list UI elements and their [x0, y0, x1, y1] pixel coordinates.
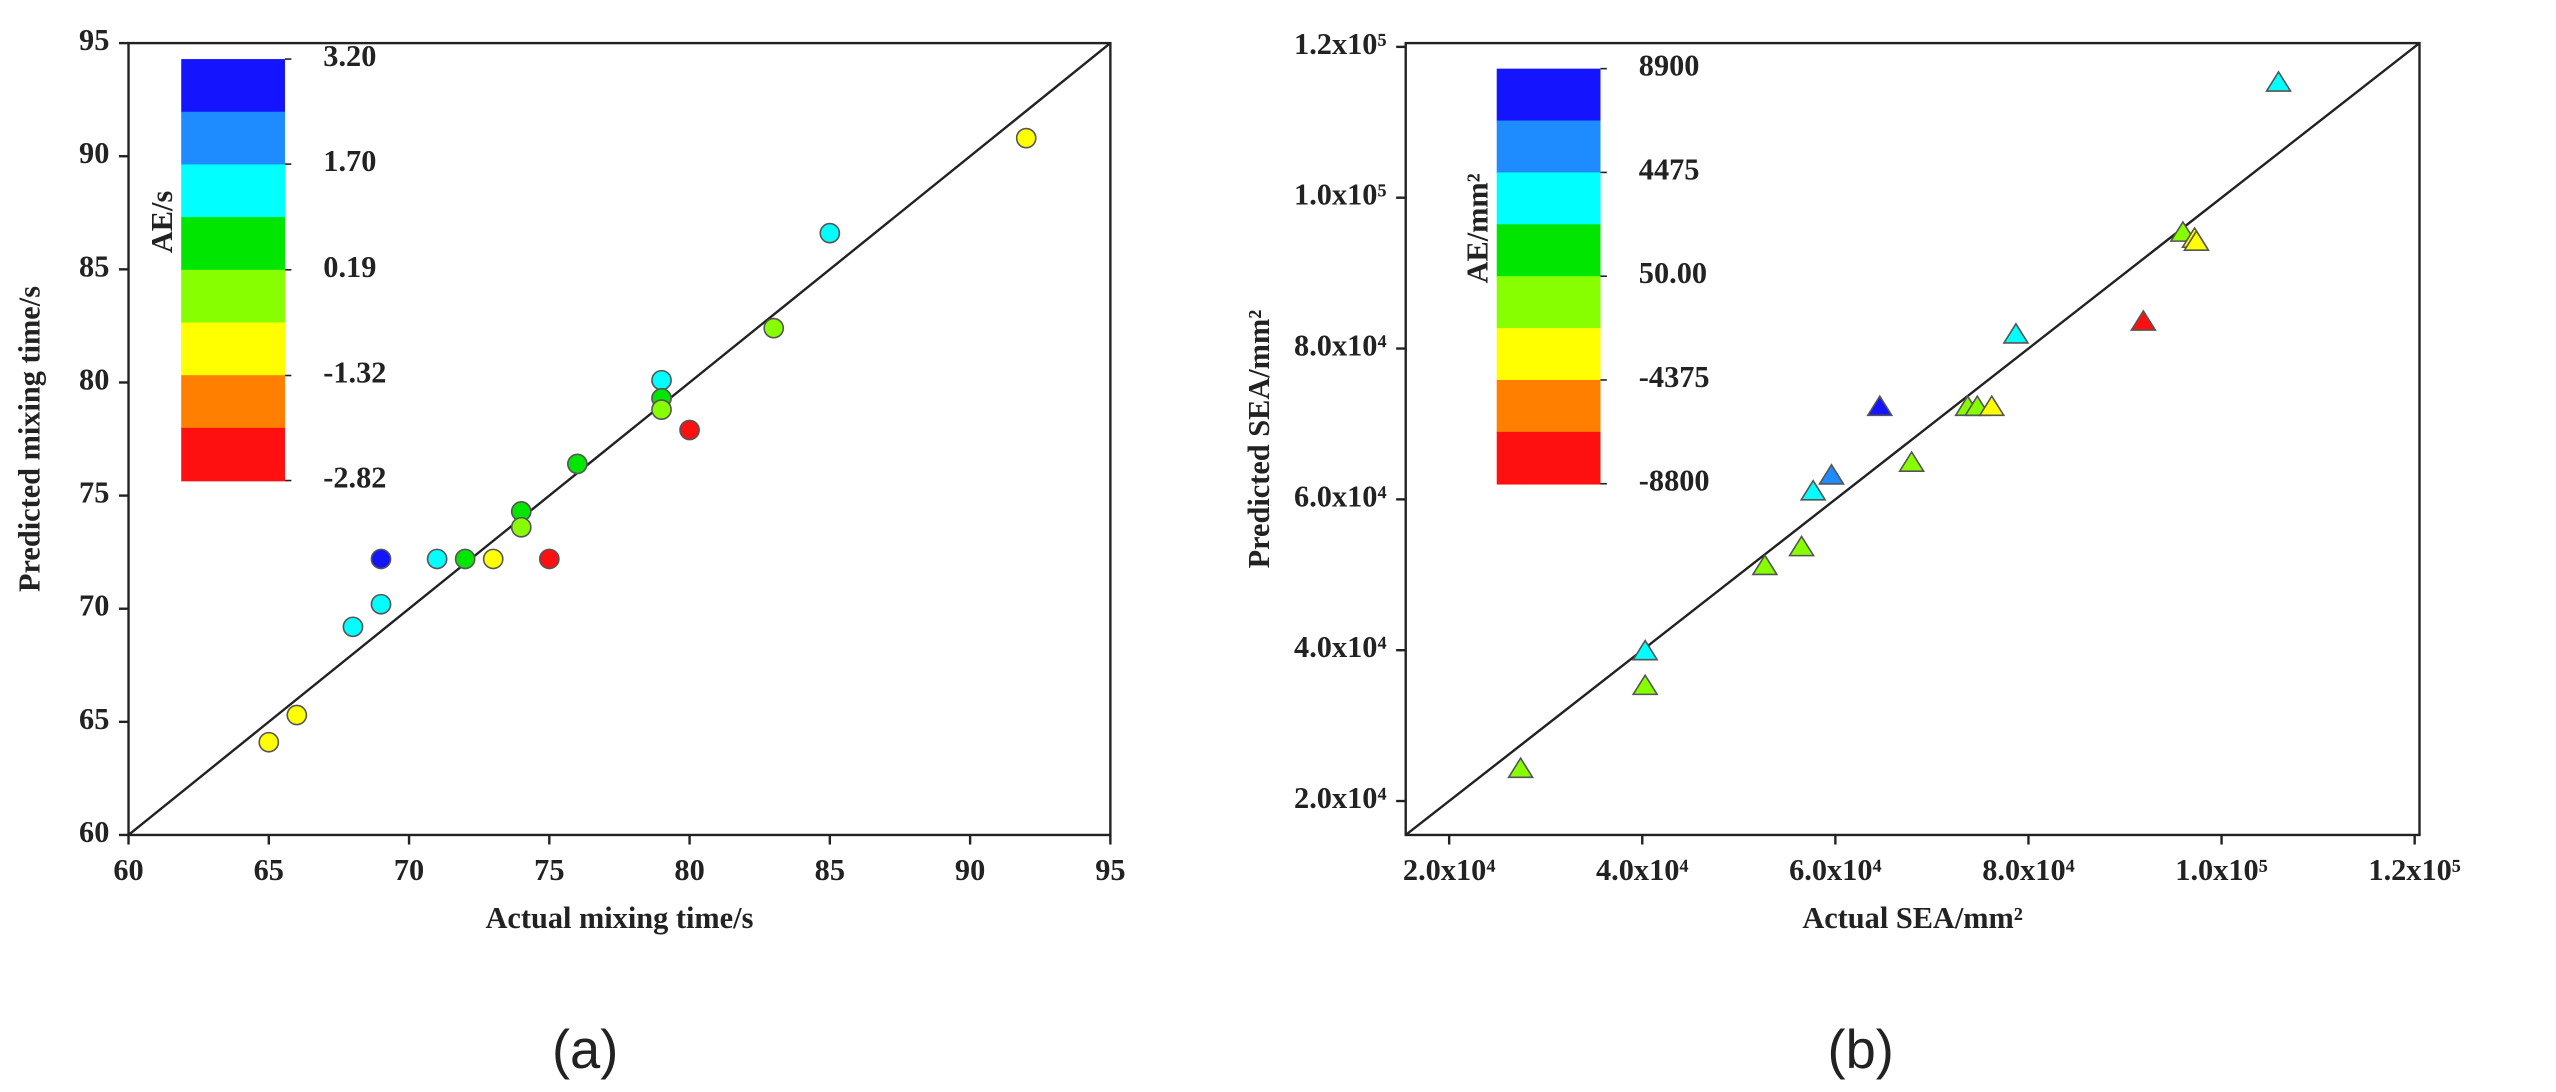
point: [566, 453, 588, 475]
x-tick-label: 6.0x10⁴: [1789, 853, 1882, 887]
caption: (b): [1828, 1019, 1894, 1080]
point: [1751, 553, 1779, 576]
y-tick-label: 1.2x10⁵: [1294, 27, 1387, 61]
x-axis-label: Actual SEA/mm²: [1802, 901, 2023, 935]
x-tick-label: 95: [1095, 853, 1125, 887]
colorbar-band: [1496, 224, 1601, 277]
colorbar-tick-label: -2.82: [323, 460, 386, 494]
point: [454, 548, 476, 570]
colorbar-tick-label: 0.19: [323, 250, 376, 284]
identity-line: [127, 42, 1112, 836]
x-tick-label: 65: [254, 853, 284, 887]
colorbar-tick-label: -1.32: [323, 355, 386, 389]
colorbar-band: [181, 217, 285, 271]
y-tick-label: 6.0x10⁴: [1294, 479, 1387, 513]
y-tick-label: 85: [79, 249, 109, 283]
colorbar-band: [181, 111, 285, 166]
colorbar-tick-label: 50.00: [1639, 256, 1707, 290]
colorbar-label: AE/s: [145, 191, 179, 254]
y-tick-label: 4.0x10⁴: [1294, 630, 1387, 664]
x-tick-label: 1.0x10⁵: [2175, 853, 2268, 887]
colorbar-band: [1496, 431, 1601, 485]
y-tick-label: 2.0x10⁴: [1294, 781, 1387, 815]
colorbar-label: AE/mm²: [1461, 173, 1495, 283]
x-tick-label: 1.2x10⁵: [2368, 853, 2461, 887]
point: [342, 616, 364, 638]
colorbar-tick-label: 4475: [1639, 152, 1700, 186]
colorbar-tick-label: 3.20: [323, 39, 376, 73]
point: [1788, 534, 1815, 557]
y-tick-label: 70: [79, 589, 109, 623]
point: [1866, 394, 1894, 417]
y-tick-label: 1.0x10⁵: [1294, 178, 1387, 212]
point: [2265, 70, 2292, 92]
y-tick-label: 95: [79, 23, 109, 57]
x-tick-label: 85: [815, 853, 845, 887]
colorbar-band: [181, 164, 285, 218]
plot-frame: [127, 41, 1112, 837]
point: [819, 222, 841, 244]
y-tick-label: 60: [79, 815, 109, 849]
point: [426, 548, 448, 570]
point: [1631, 639, 1659, 661]
point: [2129, 309, 2157, 331]
point: [763, 317, 785, 339]
y-tick-label: 65: [79, 702, 109, 736]
point: [1978, 394, 2006, 417]
point: [258, 731, 280, 753]
x-tick-label: 2.0x10⁴: [1403, 853, 1496, 887]
point: [1818, 463, 1845, 485]
point: [1631, 673, 1659, 696]
colorbar-band: [1496, 276, 1601, 329]
colorbar-tick-label: 1.70: [323, 144, 376, 178]
point: [482, 548, 504, 570]
colorbar-band: [1496, 68, 1601, 122]
caption: (a): [552, 1019, 618, 1080]
y-axis-label: Predicted SEA/mm²: [1242, 310, 1276, 569]
plot-frame: [1404, 41, 2421, 837]
colorbar-tick-label: -8800: [1639, 464, 1710, 498]
point: [510, 516, 532, 538]
identity-line: [1404, 42, 2421, 836]
colorbar-tick-label: -4375: [1639, 360, 1710, 394]
point: [286, 704, 308, 726]
point: [651, 399, 672, 421]
point: [1507, 756, 1535, 779]
x-tick-label: 70: [394, 853, 424, 887]
colorbar-band: [181, 269, 285, 324]
point: [1015, 127, 1037, 149]
colorbar-band: [181, 59, 285, 113]
x-tick-label: 80: [674, 853, 704, 887]
y-tick-label: 80: [79, 362, 109, 396]
x-tick-label: 75: [534, 853, 564, 887]
colorbar-band: [1496, 172, 1601, 226]
x-tick-label: 8.0x10⁴: [1982, 853, 2075, 887]
point: [1898, 450, 1926, 472]
y-tick-label: 8.0x10⁴: [1294, 328, 1387, 362]
point: [2183, 229, 2210, 251]
x-tick-label: 4.0x10⁴: [1596, 853, 1689, 887]
point: [2002, 322, 2030, 344]
colorbar-band: [181, 322, 285, 376]
point: [538, 548, 560, 570]
x-tick-label: 90: [955, 853, 985, 887]
y-axis-label: Predicted mixing time/s: [13, 286, 47, 592]
x-tick-label: 60: [113, 853, 143, 887]
point: [1799, 479, 1827, 501]
point: [370, 548, 392, 570]
colorbar-band: [1496, 328, 1601, 381]
point: [651, 369, 672, 391]
point: [679, 419, 700, 441]
y-tick-label: 75: [79, 476, 109, 510]
colorbar-tick-label: 8900: [1639, 49, 1700, 83]
colorbar-band: [1496, 379, 1601, 433]
point: [370, 593, 392, 615]
colorbar-band: [1496, 120, 1601, 174]
colorbar-band: [181, 427, 285, 482]
x-axis-label: Actual mixing time/s: [486, 901, 754, 935]
colorbar-band: [181, 375, 285, 429]
y-tick-label: 90: [79, 136, 109, 170]
